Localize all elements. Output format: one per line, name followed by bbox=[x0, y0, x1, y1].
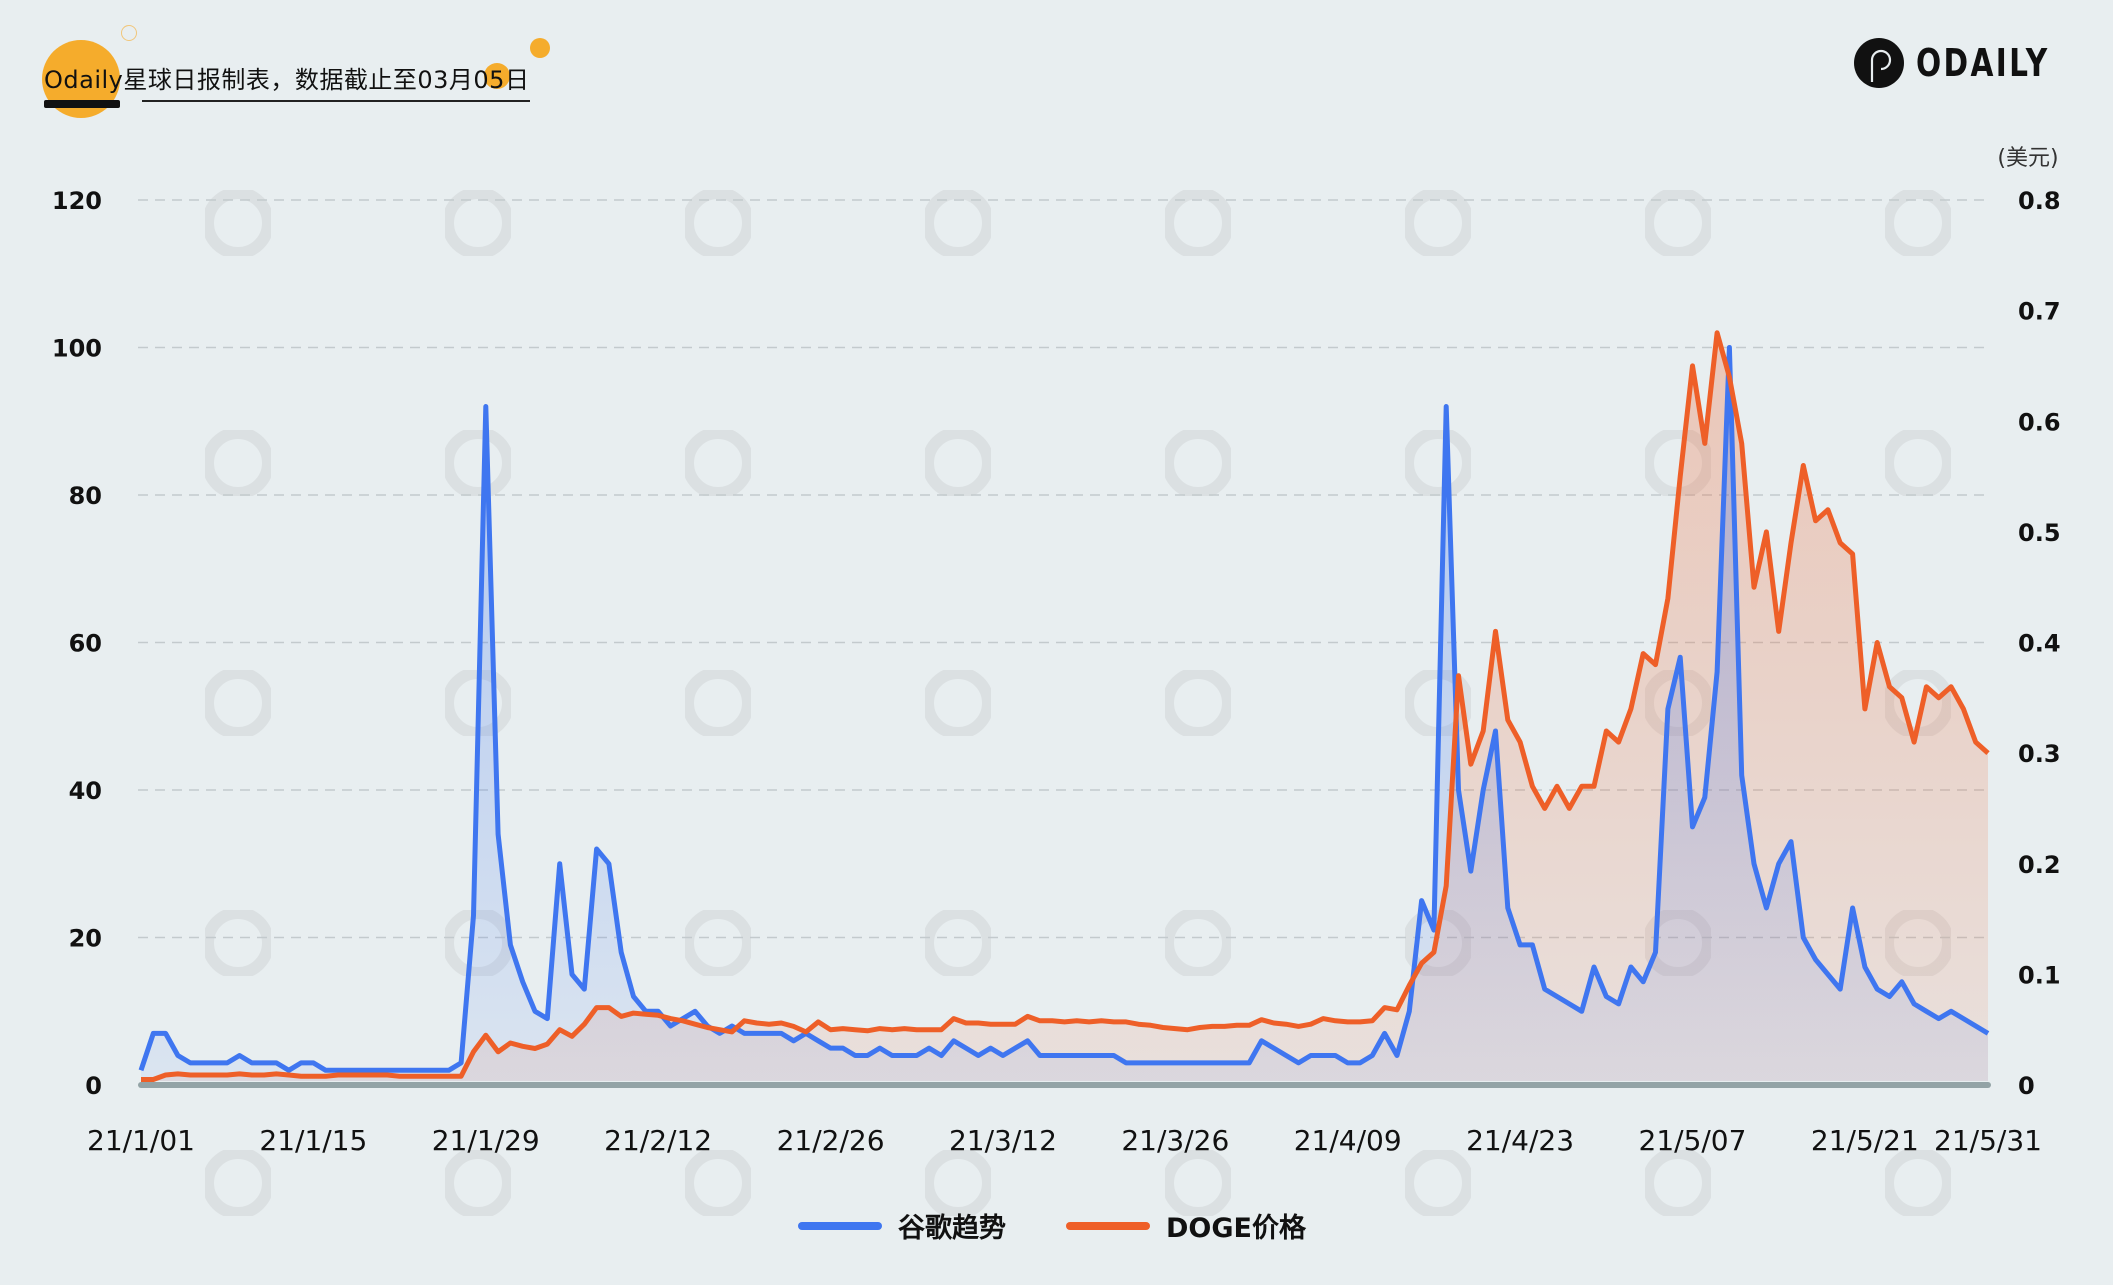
left-tick-label: 20 bbox=[69, 925, 102, 953]
odaily-logo-icon bbox=[1854, 38, 1904, 88]
chart-title: Odaily星球日报制表，数据截止至03月05日 bbox=[44, 66, 530, 94]
legend-swatch-blue bbox=[798, 1221, 882, 1230]
right-tick-label: 0.6 bbox=[2018, 408, 2061, 436]
gridlines bbox=[138, 199, 1991, 1088]
x-tick-label: 21/1/15 bbox=[259, 1124, 367, 1157]
decorative-date-dot bbox=[484, 63, 510, 89]
x-tick-label: 21/4/09 bbox=[1294, 1124, 1402, 1157]
legend-item-doge-price[interactable]: DOGE价格 bbox=[1066, 1206, 1306, 1245]
right-tick-label: 0.2 bbox=[2018, 851, 2061, 879]
google-trend-line bbox=[138, 345, 1990, 1073]
left-tick-label: 120 bbox=[52, 187, 102, 215]
right-tick-label: 0.7 bbox=[2018, 298, 2061, 326]
right-tick-label: 0.3 bbox=[2018, 740, 2061, 768]
x-tick-label: 21/1/29 bbox=[432, 1124, 540, 1157]
left-tick-label: 80 bbox=[69, 482, 102, 510]
x-tick-label: 21/2/26 bbox=[777, 1124, 885, 1157]
right-axis-unit: (美元) bbox=[1997, 146, 2058, 171]
right-tick-label: 0.1 bbox=[2018, 961, 2061, 989]
legend: 谷歌趋势 DOGE价格 bbox=[798, 1206, 1366, 1245]
x-tick-label: 21/4/23 bbox=[1466, 1124, 1574, 1157]
decorative-ring bbox=[121, 25, 137, 41]
left-tick-label: 40 bbox=[69, 777, 102, 805]
odaily-logo: ODAILY bbox=[1854, 38, 2087, 88]
right-tick-label: 0.8 bbox=[2018, 187, 2061, 215]
right-tick-label: 0.4 bbox=[2018, 630, 2061, 658]
title-accent-bar bbox=[44, 100, 120, 108]
right-y-axis: (美元) 0 0.1 0.2 0.3 0.4 0.5 0.6 0.7 0.8 bbox=[1997, 146, 2060, 1100]
decorative-dot bbox=[530, 38, 550, 58]
x-tick-label: 21/3/26 bbox=[1121, 1124, 1229, 1157]
left-y-axis: 0 20 40 60 80 100 120 bbox=[52, 187, 102, 1100]
legend-swatch-orange bbox=[1066, 1221, 1150, 1230]
x-axis: 21/1/01 21/1/15 21/1/29 21/2/12 21/2/26 21/3/… bbox=[87, 1124, 2042, 1157]
legend-label: 谷歌趋势 bbox=[898, 1213, 1006, 1244]
legend-label: DOGE价格 bbox=[1166, 1213, 1306, 1244]
series-layer bbox=[138, 330, 1990, 1082]
x-tick-label: 21/1/01 bbox=[87, 1124, 195, 1157]
x-tick-label: 21/5/07 bbox=[1639, 1124, 1747, 1157]
left-tick-label: 100 bbox=[52, 335, 102, 363]
legend-item-google-trend[interactable]: 谷歌趋势 bbox=[798, 1206, 1006, 1245]
title-underline bbox=[142, 100, 530, 102]
left-tick-label: 60 bbox=[69, 630, 102, 658]
left-tick-label: 0 bbox=[85, 1072, 102, 1100]
doge-price-line bbox=[141, 330, 1990, 1082]
x-tick-label: 21/5/21 bbox=[1811, 1124, 1919, 1157]
x-tick-label: 21/5/31 bbox=[1934, 1124, 2042, 1157]
right-tick-label: 0.5 bbox=[2018, 519, 2061, 547]
right-tick-label: 0 bbox=[2018, 1072, 2035, 1100]
google-trend-area bbox=[141, 347, 1988, 1081]
logo-text: ODAILY bbox=[1916, 41, 2050, 85]
doge-price-area bbox=[141, 332, 1988, 1081]
x-tick-label: 21/2/12 bbox=[604, 1124, 712, 1157]
x-tick-label: 21/3/12 bbox=[949, 1124, 1057, 1157]
